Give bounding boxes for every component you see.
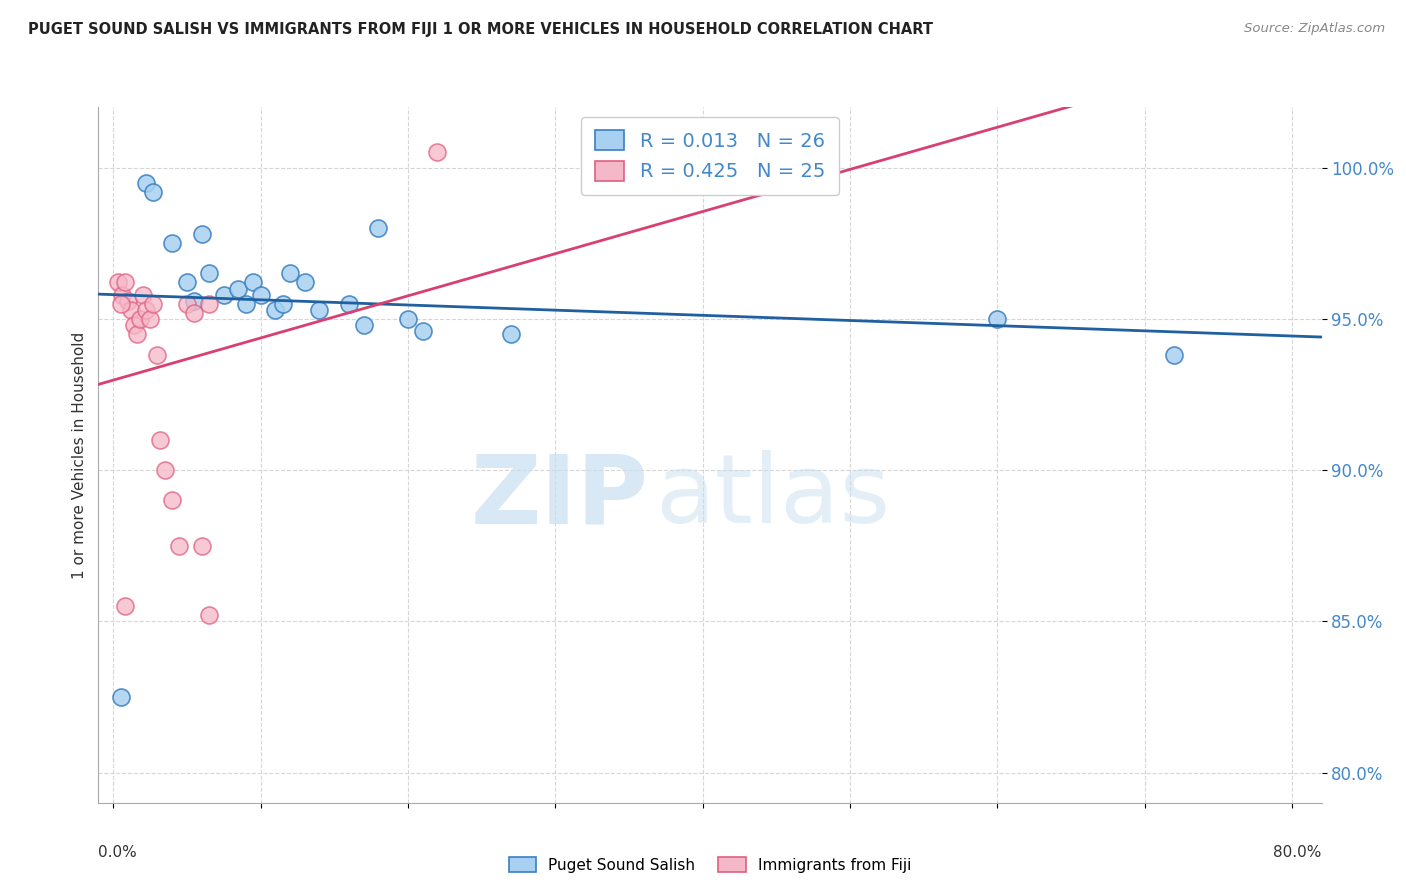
Point: [122, 318, 145, 332]
Point: [294, 276, 316, 290]
Point: [160, 236, 183, 251]
Point: [1163, 348, 1185, 362]
Text: atlas: atlas: [655, 450, 890, 543]
Y-axis label: 1 or more Vehicles in Household: 1 or more Vehicles in Household: [72, 331, 87, 579]
Point: [198, 267, 221, 281]
Point: [271, 296, 294, 310]
Point: [117, 293, 139, 308]
Point: [149, 433, 172, 447]
Point: [190, 227, 212, 241]
Point: [125, 326, 148, 341]
Point: [146, 348, 169, 362]
Point: [183, 293, 205, 308]
Point: [499, 326, 522, 341]
Point: [367, 221, 389, 235]
Point: [176, 276, 198, 290]
Point: [131, 287, 153, 301]
Point: [128, 311, 150, 326]
Point: [235, 296, 257, 310]
Point: [139, 311, 162, 326]
Text: ZIP: ZIP: [471, 450, 648, 543]
Legend: R = 0.013   N = 26, R = 0.425   N = 25: R = 0.013 N = 26, R = 0.425 N = 25: [581, 117, 839, 194]
Point: [169, 539, 191, 553]
Point: [198, 608, 221, 623]
Point: [142, 185, 165, 199]
Text: 80.0%: 80.0%: [1274, 845, 1322, 860]
Text: PUGET SOUND SALISH VS IMMIGRANTS FROM FIJI 1 OR MORE VEHICLES IN HOUSEHOLD CORRE: PUGET SOUND SALISH VS IMMIGRANTS FROM FI…: [28, 22, 934, 37]
Point: [212, 287, 235, 301]
Point: [426, 145, 449, 160]
Point: [135, 302, 157, 317]
Point: [198, 296, 221, 310]
Text: Source: ZipAtlas.com: Source: ZipAtlas.com: [1244, 22, 1385, 36]
Point: [176, 296, 198, 310]
Point: [228, 281, 250, 295]
Point: [278, 267, 301, 281]
Point: [249, 287, 271, 301]
Point: [110, 690, 132, 704]
Point: [242, 276, 264, 290]
Point: [396, 311, 419, 326]
Point: [308, 302, 330, 317]
Point: [337, 296, 360, 310]
Text: 0.0%: 0.0%: [98, 845, 138, 860]
Point: [110, 296, 132, 310]
Point: [183, 306, 205, 320]
Point: [114, 599, 136, 614]
Point: [264, 302, 287, 317]
Point: [153, 463, 176, 477]
Point: [114, 276, 136, 290]
Point: [353, 318, 375, 332]
Point: [120, 302, 142, 317]
Point: [160, 493, 183, 508]
Point: [142, 296, 165, 310]
Point: [111, 287, 134, 301]
Point: [135, 176, 157, 190]
Point: [986, 311, 1008, 326]
Point: [190, 539, 212, 553]
Point: [412, 324, 434, 338]
Point: [107, 276, 129, 290]
